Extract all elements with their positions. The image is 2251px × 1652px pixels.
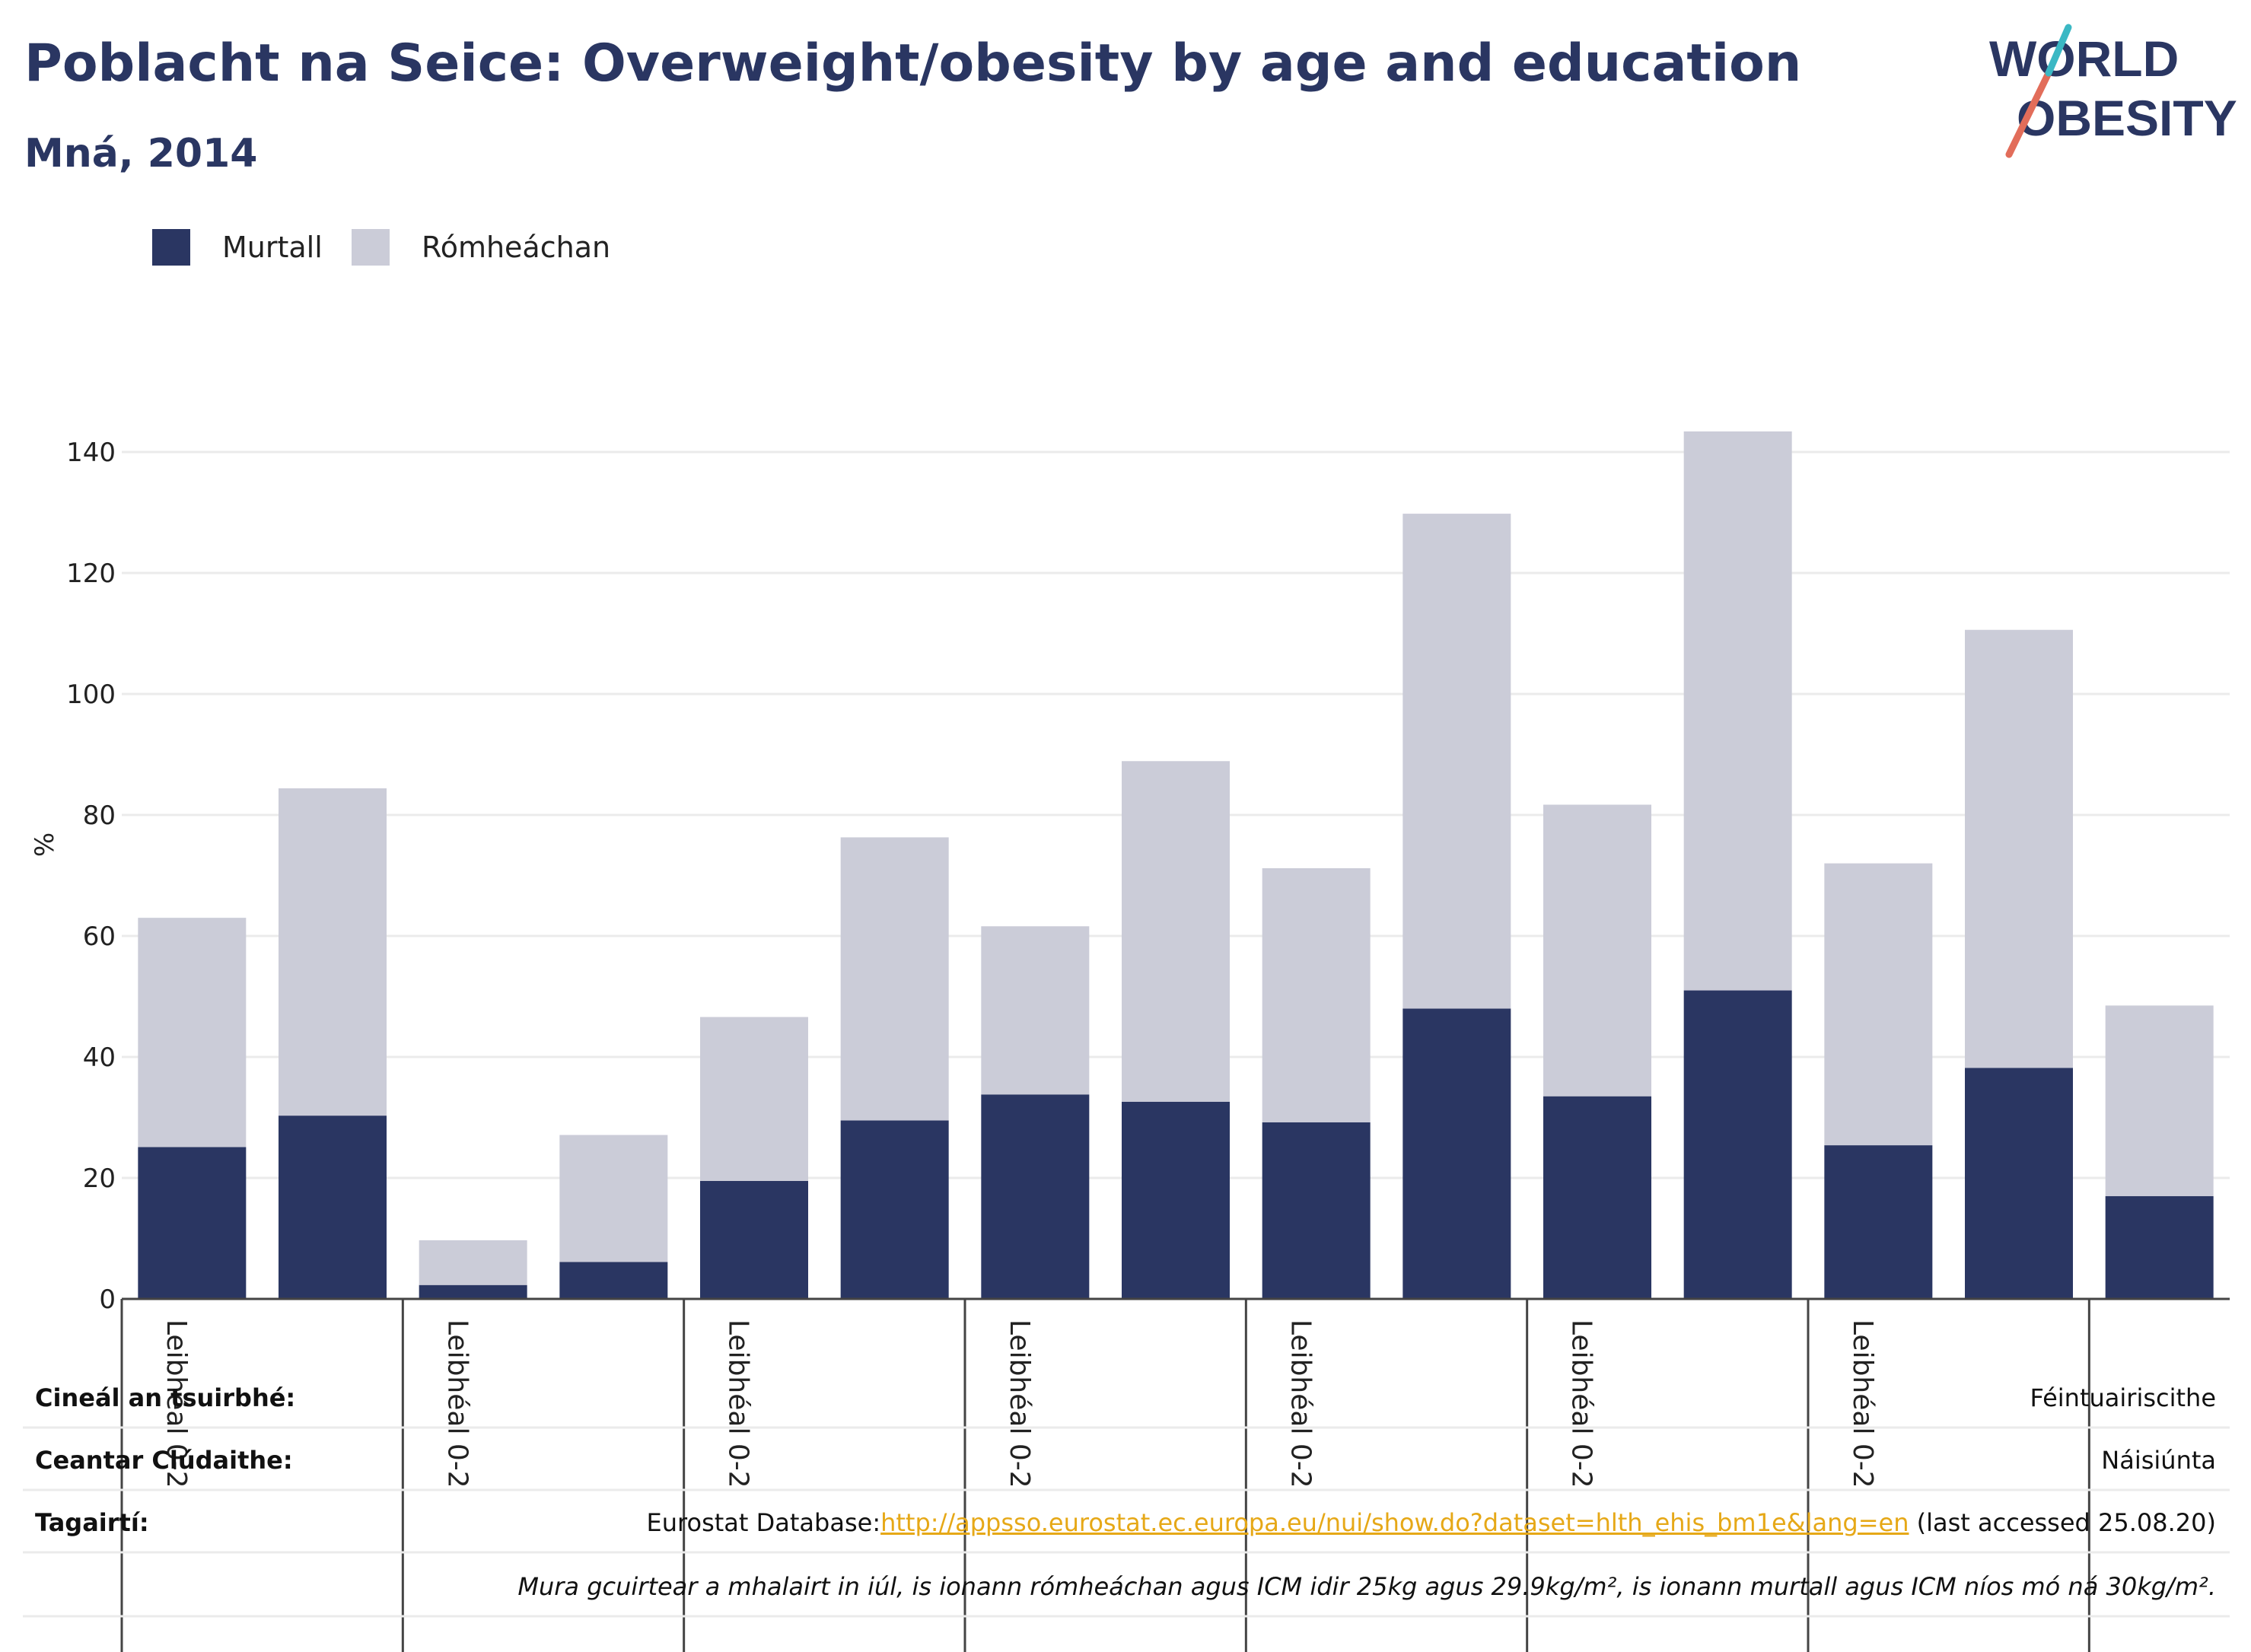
- bar-obesity[interactable]: [2105, 1195, 2214, 1299]
- bar-overweight[interactable]: [1402, 514, 1511, 1009]
- bar-overweight[interactable]: [981, 926, 1090, 1095]
- bar-overweight[interactable]: [1122, 761, 1230, 1102]
- bar-overweight[interactable]: [700, 1017, 808, 1181]
- x-group-label: Leibhéal 0-2: [1004, 1319, 1035, 1488]
- bar-obesity[interactable]: [138, 1147, 247, 1299]
- bar-obesity[interactable]: [1824, 1145, 1933, 1299]
- bar-overweight[interactable]: [2105, 1005, 2214, 1196]
- logo-slash-red: [2005, 69, 2052, 158]
- bar-overweight[interactable]: [419, 1240, 527, 1285]
- legend-swatch-overweight: [352, 229, 390, 266]
- metadata-rules: [23, 1426, 2230, 1618]
- references-label: Tagairtí:: [35, 1508, 149, 1537]
- reference-line: Eurostat Database:http://appsso.eurostat…: [647, 1508, 2216, 1537]
- x-group-label: Leibhéal 0-2: [1285, 1319, 1316, 1488]
- chart-subtitle: Mná, 2014: [24, 131, 258, 177]
- bar-obesity[interactable]: [1122, 1101, 1230, 1299]
- survey-type-label: Cineál an tsuirbhé:: [35, 1383, 296, 1412]
- y-axis-label: %: [30, 832, 60, 857]
- y-tick-label: 20: [83, 1163, 116, 1194]
- bar-overweight[interactable]: [1683, 431, 1792, 991]
- area-label: Ceantar Clúdaithe:: [35, 1446, 293, 1475]
- bar-obesity[interactable]: [700, 1180, 808, 1299]
- definition-note: Mura gcuirtear a mhalairt in iúl, is ion…: [517, 1572, 2216, 1601]
- bar-obesity[interactable]: [981, 1094, 1090, 1299]
- bar-obesity[interactable]: [279, 1116, 387, 1299]
- legend-item-obesity[interactable]: Murtall: [152, 228, 323, 266]
- bar-overweight[interactable]: [559, 1135, 668, 1262]
- x-group-label: Leibhéal 0-2: [161, 1319, 192, 1488]
- y-axis-ticks: 0 20 40 60 80 100 120 140: [66, 438, 116, 1315]
- bars: [138, 431, 2214, 1299]
- y-tick-label: 120: [66, 559, 116, 589]
- reference-suffix: (last accessed 25.08.20): [1909, 1508, 2216, 1537]
- bar-obesity[interactable]: [1262, 1122, 1371, 1299]
- bar-overweight[interactable]: [840, 837, 949, 1121]
- bar-overweight[interactable]: [1262, 867, 1371, 1122]
- bar-obesity[interactable]: [840, 1120, 949, 1299]
- x-group-label: Leibhéal 0-2: [1847, 1319, 1878, 1488]
- y-tick-label: 60: [83, 921, 116, 952]
- x-group-label: Leibhéal 0-2: [1566, 1319, 1597, 1488]
- chart-title: Poblacht na Seice: Overweight/obesity by…: [24, 33, 1802, 94]
- bar-overweight[interactable]: [1965, 629, 2073, 1068]
- logo-slash-teal: [2045, 24, 2072, 77]
- logo-text-obesity: OBESITY: [2017, 90, 2237, 146]
- y-tick-label: 140: [66, 438, 116, 468]
- survey-type-value: Féintuairiscithe: [2030, 1383, 2216, 1412]
- y-tick-label: 100: [66, 680, 116, 710]
- bar-obesity[interactable]: [1402, 1008, 1511, 1299]
- bar-obesity[interactable]: [559, 1262, 668, 1299]
- y-tick-label: 40: [83, 1042, 116, 1073]
- logo-text-world: WORLD: [1989, 30, 2179, 87]
- reference-link[interactable]: http://appsso.eurostat.ec.europa.eu/nui/…: [880, 1508, 1909, 1537]
- bar-obesity[interactable]: [1683, 990, 1792, 1299]
- legend-item-overweight[interactable]: Rómheáchan: [352, 228, 610, 266]
- area-value: Náisiúnta: [2101, 1446, 2216, 1475]
- bar-obesity[interactable]: [1965, 1068, 2073, 1299]
- bar-obesity[interactable]: [419, 1284, 527, 1299]
- bar-obesity[interactable]: [1543, 1096, 1651, 1299]
- bar-overweight[interactable]: [1543, 804, 1651, 1097]
- x-group-label: Leibhéal 0-2: [723, 1319, 754, 1488]
- y-tick-label: 0: [99, 1284, 116, 1315]
- reference-prefix: Eurostat Database:: [646, 1508, 881, 1537]
- x-group-label: Leibhéal 0-2: [441, 1319, 473, 1488]
- bar-overweight[interactable]: [138, 918, 247, 1147]
- x-axis: Leibhéal 0-2 Leibhéal 0-2 Leibhéal 0-2 Leib…: [120, 1297, 2230, 1652]
- legend-label-obesity: Murtall: [222, 231, 323, 264]
- legend-swatch-obesity: [152, 229, 190, 266]
- bar-overweight[interactable]: [279, 788, 387, 1116]
- bar-overweight[interactable]: [1824, 863, 1933, 1146]
- legend-label-overweight: Rómheáchan: [422, 231, 611, 264]
- y-tick-label: 80: [83, 801, 116, 831]
- world-obesity-logo: WORLD OBESITY: [1989, 24, 2237, 158]
